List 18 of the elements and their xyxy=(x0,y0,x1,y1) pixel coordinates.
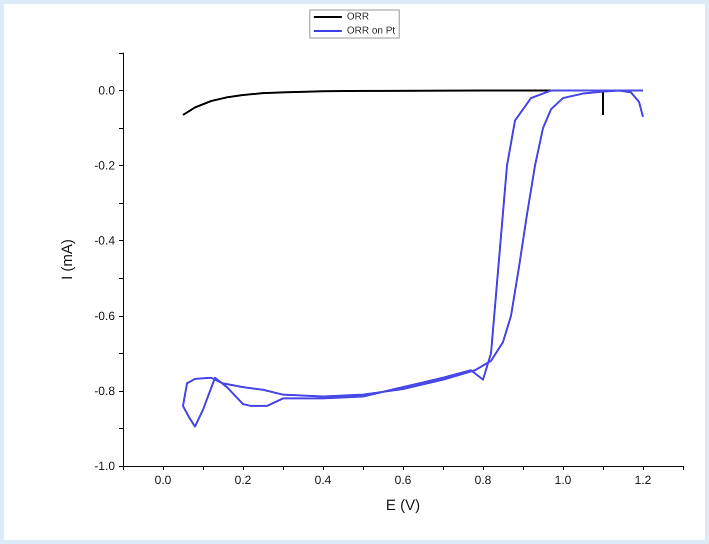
x-tick-label: 0.4 xyxy=(314,473,332,487)
y-tick-label: -0.6 xyxy=(94,308,116,323)
x-tick-label: 0.0 xyxy=(154,473,172,487)
y-tick-label: -0.2 xyxy=(94,158,116,173)
y-tick-label: 0.0 xyxy=(98,84,116,98)
y-tick-label: -1.0 xyxy=(94,459,116,473)
x-tick-label: 1.2 xyxy=(634,473,652,487)
y-axis-title: I (mA) xyxy=(59,239,76,280)
y-tick-label: -0.8 xyxy=(94,384,116,398)
x-axis-title: E (V) xyxy=(386,497,420,514)
x-tick-label: 0.6 xyxy=(394,473,412,487)
line-series xyxy=(182,90,644,428)
legend-label: ORR on Pt xyxy=(346,26,396,36)
x-tick-label: 0.2 xyxy=(234,473,252,487)
x-tick-label: 0.8 xyxy=(474,473,492,487)
legend-label: ORR xyxy=(346,12,370,22)
x-tick-label: 1.0 xyxy=(554,473,572,487)
y-tick-label: -0.4 xyxy=(94,234,116,248)
